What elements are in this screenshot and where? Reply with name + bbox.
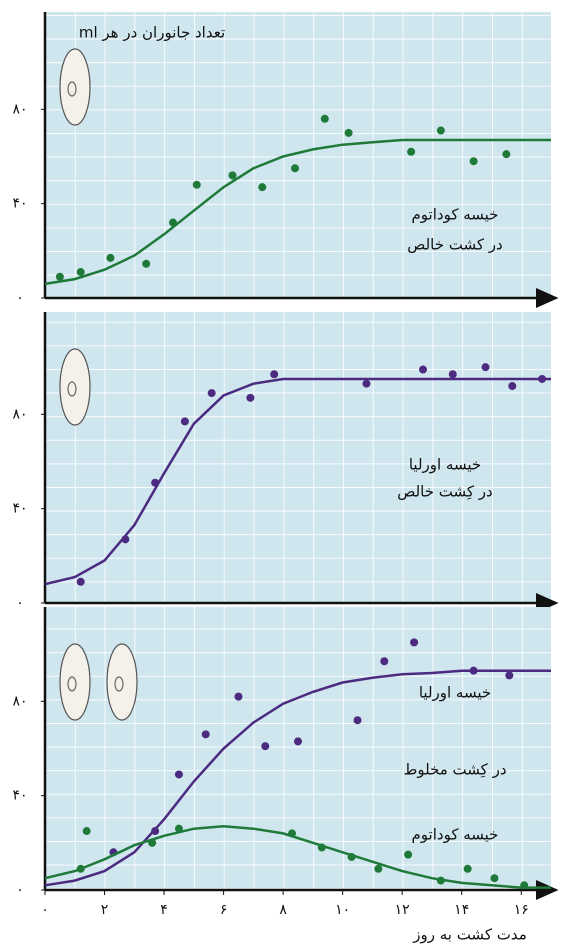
data-point (151, 478, 160, 487)
data-point (258, 183, 267, 192)
annotation: خیسه کوداتوم (412, 826, 499, 844)
x-tick-label: ۸ (279, 902, 287, 918)
data-point (106, 253, 115, 262)
x-tick-label: ۱۴ (454, 902, 469, 918)
data-point (481, 363, 490, 372)
fit-curve (44, 138, 551, 286)
data-point (246, 393, 255, 402)
data-point (347, 852, 356, 861)
annotation: در کشت خالص (407, 236, 503, 254)
plot-background (45, 12, 551, 298)
data-point (55, 272, 64, 281)
x-tick-label: ۴ (160, 902, 168, 918)
data-point (151, 827, 160, 836)
data-point (436, 126, 445, 135)
data-point (76, 864, 85, 873)
data-point (344, 128, 353, 137)
organism-nucleus (67, 381, 77, 397)
data-point (380, 657, 389, 666)
data-point (121, 535, 130, 544)
data-point (317, 843, 326, 852)
data-point (490, 874, 499, 883)
x-tick-label: ۱۰ (335, 902, 350, 918)
annotation: در کِشت مخلوط (403, 761, 506, 779)
y-tick-label: ۸۰ (12, 101, 27, 117)
data-point (294, 737, 302, 746)
data-point (168, 218, 177, 227)
data-point (180, 417, 189, 426)
data-point (508, 382, 517, 391)
y-tick-label: ۰ (16, 882, 24, 898)
fit-curve (44, 669, 551, 887)
organism-icon (59, 48, 91, 126)
data-point (463, 864, 472, 873)
data-point (502, 150, 511, 159)
data-point (374, 864, 383, 873)
y-tick-label: ۴۰ (12, 501, 27, 517)
y-tick-label: ۴۰ (12, 788, 27, 804)
data-point (448, 370, 457, 379)
plot-background (45, 312, 551, 603)
data-point (270, 370, 279, 379)
data-point (320, 114, 329, 123)
data-point (362, 379, 371, 388)
y-tick-label: ۰ (16, 595, 24, 611)
y-tick-label: ۴۰ (12, 196, 27, 212)
y-tick-label: ۸۰ (12, 406, 27, 422)
data-point (419, 365, 428, 374)
organism-icon (59, 348, 91, 426)
data-point (469, 157, 478, 166)
data-point (436, 876, 445, 885)
data-point (404, 850, 413, 859)
annotation: خیسه کوداتوم (412, 206, 499, 224)
fit-curve (44, 377, 551, 586)
x-tick-label: ۱۲ (395, 902, 410, 918)
data-point (291, 164, 300, 173)
data-point (201, 730, 210, 739)
organism-icon (59, 643, 91, 721)
data-point (288, 829, 297, 838)
x-tick-label: ۱۶ (514, 902, 529, 918)
data-point (353, 716, 362, 725)
x-tick-label: ۶ (220, 902, 228, 918)
data-point (407, 147, 416, 156)
data-point (76, 577, 85, 586)
data-point (192, 180, 201, 189)
x-tick-label: ۲ (101, 902, 109, 918)
data-point (234, 692, 243, 701)
organism-nucleus (67, 676, 77, 692)
data-point (538, 374, 547, 383)
y-axis-title: تعداد جانوران در هر ml (79, 24, 225, 42)
data-point (76, 268, 85, 277)
data-point (228, 171, 237, 180)
data-point (174, 770, 183, 779)
data-point (148, 838, 157, 847)
data-point (174, 824, 183, 833)
data-point (520, 881, 529, 890)
annotation: خیسه اورلیا (409, 456, 481, 474)
organism-nucleus (67, 81, 77, 97)
organism-nucleus (114, 676, 124, 692)
organism-icon (106, 643, 138, 721)
data-point (261, 742, 270, 751)
data-point (469, 666, 478, 675)
y-tick-label: ۰ (16, 290, 24, 306)
data-point (410, 638, 419, 647)
y-tick-label: ۸۰ (12, 693, 27, 709)
x-tick-label: ۰ (41, 902, 49, 918)
x-axis-title: مدت کشت به روز (412, 926, 527, 944)
annotation: خیسه اورلیا (419, 684, 491, 702)
data-point (82, 827, 91, 836)
data-point (505, 671, 514, 680)
fit-curve (44, 825, 551, 889)
data-point (142, 259, 151, 268)
data-point (207, 389, 216, 398)
annotation: در کِشت خالص (397, 483, 493, 501)
